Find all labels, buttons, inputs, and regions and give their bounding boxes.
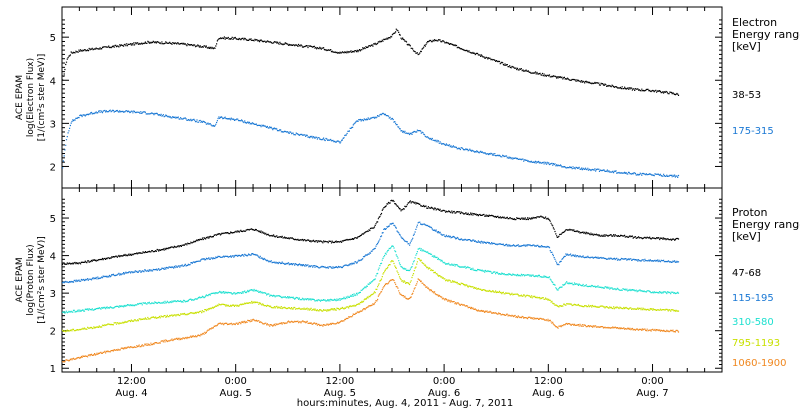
series-310-580 bbox=[62, 245, 680, 314]
y-tick-label: 5 bbox=[50, 214, 56, 225]
y-tick-label: 2 bbox=[50, 327, 56, 338]
y-tick-label: 5 bbox=[50, 33, 56, 44]
series-points-310-580 bbox=[62, 245, 680, 314]
y-tick-label: 3 bbox=[50, 289, 56, 300]
y-tick-label: 2 bbox=[50, 162, 56, 173]
legend-entry-47-68: 47-68 bbox=[732, 268, 761, 279]
series-points-115-195 bbox=[62, 221, 680, 284]
y-axis-label: ACE EPAM bbox=[15, 257, 25, 302]
y-tick-label: 3 bbox=[50, 119, 56, 130]
legend-title: [keV] bbox=[732, 40, 761, 53]
legend-entry-115-195: 115-195 bbox=[732, 293, 774, 304]
y-tick-label: 4 bbox=[50, 76, 56, 87]
legend-title: Energy range bbox=[732, 218, 800, 231]
x-tick-label-time: 0:00 bbox=[641, 376, 663, 387]
x-tick-label-day: Aug. 5 bbox=[220, 388, 252, 399]
y-axis-label: log(Electron Flux) bbox=[26, 58, 36, 137]
proton-flux-panel: 1 2 3 4 5 ACE EPAM log(Proton Flux) [1/(cm²s st… bbox=[15, 187, 800, 375]
series-points-175-315 bbox=[62, 109, 680, 178]
y-tick-label: 1 bbox=[50, 364, 56, 375]
series-47-68 bbox=[62, 199, 680, 265]
legend-title: Energy range bbox=[732, 28, 800, 41]
x-axis-label: hours:minutes, Aug. 4, 2011 - Aug. 7, 20… bbox=[297, 398, 513, 409]
series-points-795-1193 bbox=[62, 258, 680, 333]
legend-entry-175-315: 175-315 bbox=[732, 126, 774, 137]
legend-entry-38-53: 38-53 bbox=[732, 90, 761, 101]
x-tick-label-day: Aug. 7 bbox=[636, 388, 668, 399]
x-tick-label-time: 0:00 bbox=[224, 376, 246, 387]
series-points-38-53 bbox=[62, 28, 680, 97]
y-axis-label: ACE EPAM bbox=[15, 75, 25, 120]
legend-entry-795-1193: 795-1193 bbox=[732, 338, 780, 349]
x-tick-label-time: 12:00 bbox=[117, 376, 146, 387]
x-tick-label-time: 12:00 bbox=[325, 376, 354, 387]
series-points-47-68 bbox=[62, 199, 680, 265]
series-38-53 bbox=[62, 28, 680, 97]
y-tick-label: 4 bbox=[50, 252, 56, 263]
legend-title: [keV] bbox=[732, 230, 761, 243]
series-115-195 bbox=[62, 221, 680, 284]
legend-entry-310-580: 310-580 bbox=[732, 317, 774, 328]
series-points-1060-1900 bbox=[62, 278, 680, 363]
series-795-1193 bbox=[62, 258, 680, 333]
electron-flux-panel: 2 3 4 5 ACE EPAM log(Electron Flux) [1/(cm²s s… bbox=[15, 6, 800, 189]
legend-title: Electron bbox=[732, 16, 777, 29]
legend-entry-1060-1900: 1060-1900 bbox=[732, 358, 787, 369]
series-175-315 bbox=[62, 109, 680, 178]
x-tick-label-time: 0:00 bbox=[433, 376, 455, 387]
legend-title: Proton bbox=[732, 206, 767, 219]
x-tick-label-day: Aug. 5 bbox=[324, 388, 356, 399]
x-tick-label-day: Aug. 6 bbox=[428, 388, 460, 399]
x-tick-label-time: 12:00 bbox=[534, 376, 563, 387]
x-tick-label-day: Aug. 6 bbox=[532, 388, 564, 399]
y-axis-label: [1/(cm²s ster MeV)] bbox=[37, 54, 47, 141]
x-tick-label-day: Aug. 4 bbox=[115, 388, 147, 399]
y-axis-label: log(Proton Flux) bbox=[26, 244, 36, 315]
y-axis-label: [1/(cm²s ster MeV)] bbox=[37, 236, 47, 323]
series-1060-1900 bbox=[62, 278, 680, 363]
